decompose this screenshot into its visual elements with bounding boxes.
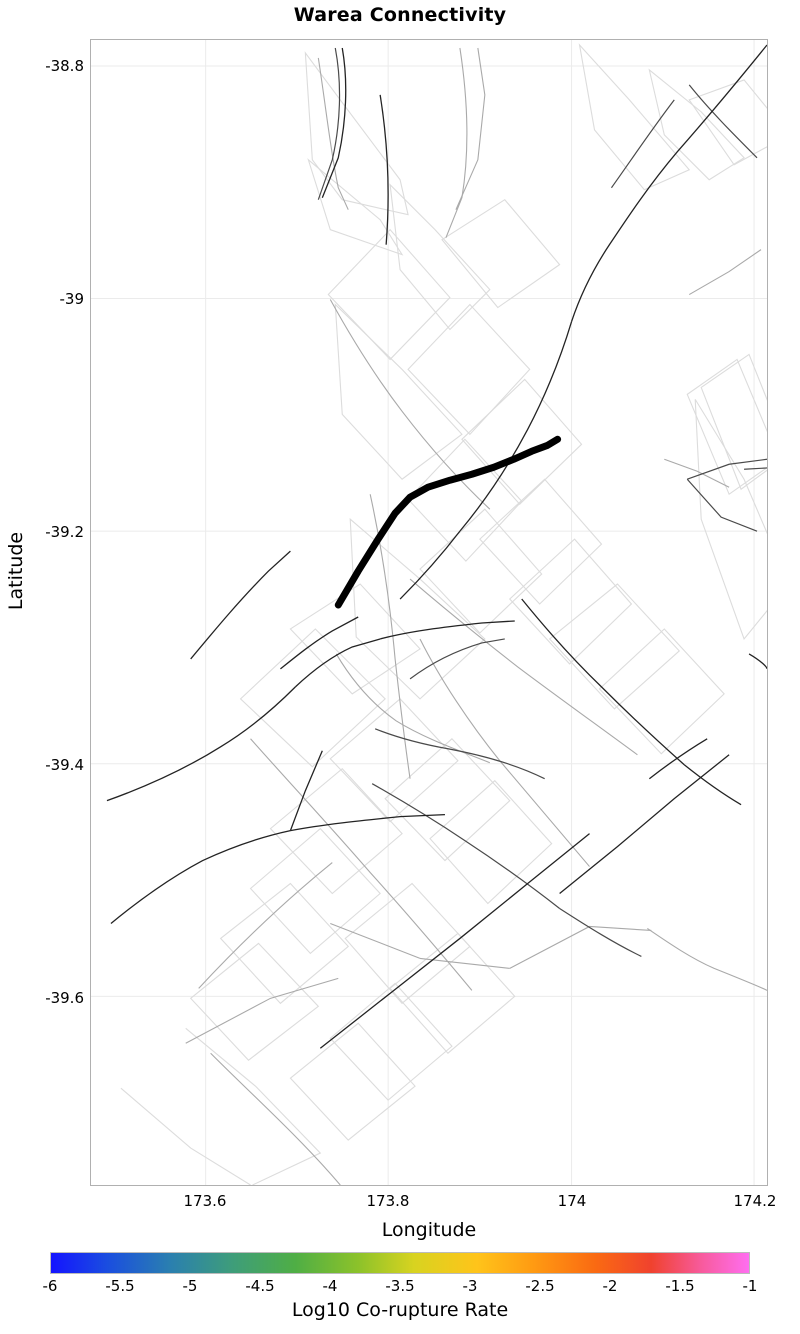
source-fault-warea <box>334 435 562 609</box>
colorbar-tick-7: -2.5 <box>525 1277 555 1295</box>
colorbar-gradient <box>50 1252 750 1274</box>
xtick-label-3: 174.2 <box>733 1192 777 1210</box>
colorbar-tick-0: -6 <box>42 1277 58 1295</box>
fault-traces-darkest <box>106 44 767 1049</box>
ytick-label-3: -39.4 <box>45 756 84 774</box>
colorbar-tick-2: -5 <box>182 1277 198 1295</box>
colorbar[interactable] <box>50 1252 750 1274</box>
colorbar-tick-9: -1.5 <box>665 1277 695 1295</box>
x-axis-label: Longitude <box>381 1219 477 1241</box>
chart-title: Warea Connectivity <box>293 4 507 26</box>
colorbar-tick-1: -5.5 <box>105 1277 135 1295</box>
ytick-label-4: -39.6 <box>45 989 84 1007</box>
fault-traces-mid <box>185 47 767 1185</box>
colorbar-tick-5: -3.5 <box>385 1277 415 1295</box>
fault-patches-light <box>120 43 767 1185</box>
y-axis-label: Latitude <box>5 531 27 611</box>
colorbar-tick-8: -2 <box>602 1277 618 1295</box>
xtick-label-2: 174 <box>557 1192 587 1210</box>
fault-network-svg <box>91 40 767 1185</box>
ytick-label-0: -38.8 <box>45 57 84 75</box>
colorbar-tick-4: -4 <box>322 1277 338 1295</box>
ytick-label-1: -39 <box>59 290 85 308</box>
gridlines <box>91 40 767 1185</box>
colorbar-tick-6: -3 <box>462 1277 478 1295</box>
xtick-label-1: 173.8 <box>366 1192 410 1210</box>
fault-traces-dark <box>317 47 767 957</box>
map-plot-area[interactable] <box>90 39 768 1186</box>
colorbar-tick-3: -4.5 <box>245 1277 275 1295</box>
ytick-label-2: -39.2 <box>45 523 84 541</box>
colorbar-tick-10: -1 <box>742 1277 758 1295</box>
colorbar-label: Log10 Co-rupture Rate <box>291 1299 509 1321</box>
xtick-label-0: 173.6 <box>183 1192 227 1210</box>
